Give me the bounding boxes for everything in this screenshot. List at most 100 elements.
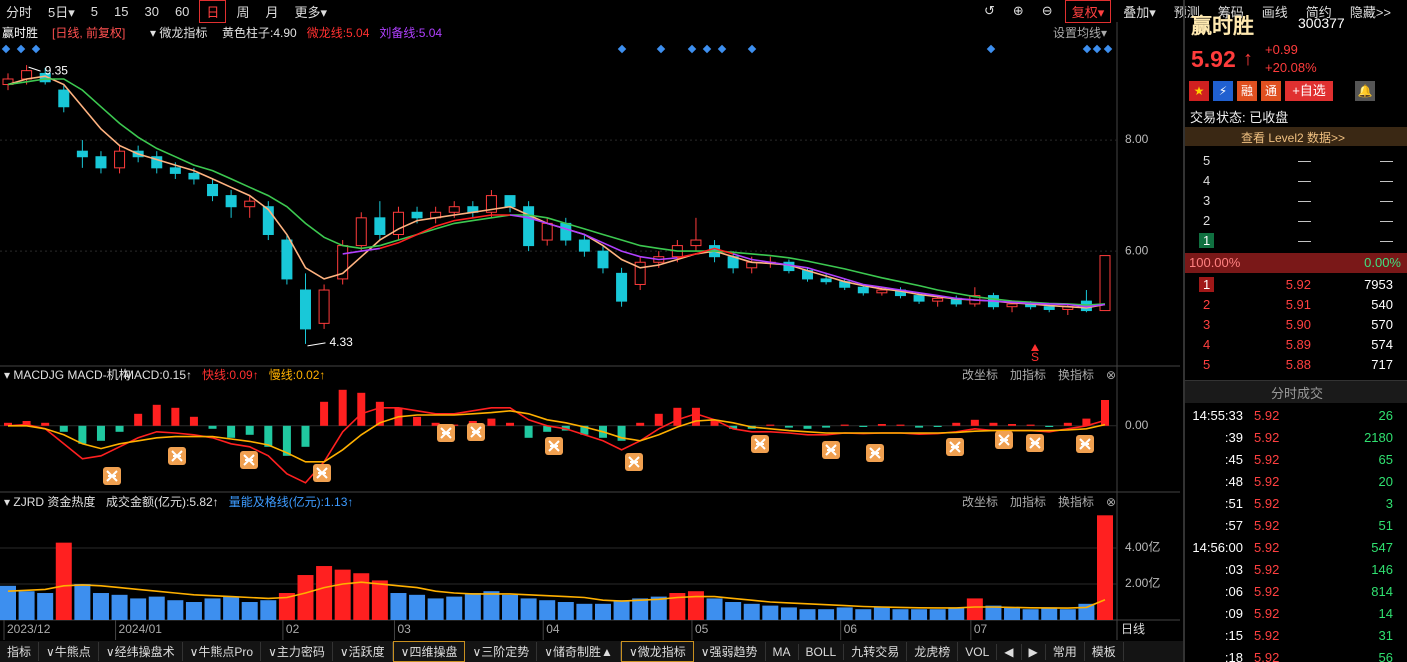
panel-button[interactable]: 加指标	[1010, 367, 1046, 382]
period-tab[interactable]: 30	[144, 3, 159, 19]
volume: 540	[1371, 297, 1393, 312]
volume-bar	[297, 575, 314, 620]
level2-link[interactable]: 查看 Level2 数据>>	[1241, 131, 1346, 145]
signal-diamond	[1, 44, 11, 54]
indicator-tab[interactable]: ∨强弱趋势	[694, 642, 766, 661]
panel-button[interactable]: 换指标	[1058, 367, 1094, 382]
period-tab[interactable]: 月	[265, 4, 279, 20]
volume-bar	[223, 596, 240, 620]
indicator-tab[interactable]: ∨主力密码	[261, 642, 333, 661]
volume: 717	[1371, 357, 1393, 372]
candle-body	[392, 211, 404, 235]
volume-bar	[502, 594, 519, 620]
tool-button[interactable]: ↺	[983, 3, 995, 18]
price: —	[1298, 213, 1311, 228]
volume-bar	[520, 598, 537, 620]
volume-bar	[632, 598, 649, 620]
signal-icon-glyph	[243, 454, 255, 466]
price: —	[1298, 153, 1311, 168]
x-tick-label: 02	[286, 622, 300, 636]
trades-header	[1185, 380, 1407, 403]
badge[interactable]: 融	[1237, 81, 1257, 101]
period-tab[interactable]: 5	[90, 3, 99, 19]
indicator-tab[interactable]: ∨牛熊点Pro	[183, 642, 262, 661]
indicator-tab[interactable]: ∨微龙指标	[620, 641, 694, 662]
alert-icon[interactable]: 🔔	[1355, 81, 1375, 101]
period-tab[interactable]: 分时	[6, 4, 33, 20]
macd-bar	[803, 425, 812, 429]
indicator-tab[interactable]: 常用	[1046, 642, 1085, 661]
trade-time: :51	[1224, 496, 1243, 511]
indicator-tab[interactable]: ∨储奇制胜▲	[537, 642, 621, 661]
period-tab[interactable]: 60	[174, 3, 190, 19]
tool-button[interactable]: 隐藏>>	[1349, 4, 1391, 20]
indicator-tab[interactable]: ∨三阶定势	[465, 642, 538, 661]
signal-diamond	[1103, 44, 1113, 54]
macd-bar	[431, 422, 440, 426]
panel-button[interactable]: ⊗	[1106, 368, 1116, 382]
indicator-tab[interactable]: 模板	[1085, 642, 1124, 661]
badge[interactable]: 通	[1261, 81, 1281, 101]
panel-button[interactable]: 改坐标	[962, 495, 998, 509]
panel-button[interactable]: 加指标	[1010, 494, 1046, 509]
signal-icon-glyph	[316, 467, 328, 479]
indicator-tab[interactable]: 龙虎榜	[907, 642, 959, 661]
tool-button[interactable]: ⊖	[1041, 3, 1053, 18]
volume-bar	[743, 603, 760, 620]
candle-body	[485, 195, 497, 213]
x-tick-label: 2023/12	[7, 622, 51, 636]
tool-button[interactable]: 画线	[1261, 4, 1288, 20]
volume-bar	[966, 598, 983, 620]
indicator-tab[interactable]: ∨活跃度	[333, 642, 393, 661]
period-tab[interactable]: 15	[114, 3, 129, 19]
period-tab[interactable]: 更多▾	[294, 4, 327, 20]
indicator-tab[interactable]: 指标	[0, 642, 40, 661]
flag-icon[interactable]: ★	[1189, 81, 1209, 101]
candle-body	[299, 289, 311, 330]
panel-button[interactable]: ⊗	[1106, 495, 1116, 509]
volume-bar	[929, 609, 946, 620]
tool-button[interactable]: 预测	[1173, 4, 1200, 20]
tool-button[interactable]: 叠加▾	[1123, 4, 1156, 20]
indicator-tab[interactable]: BOLL	[799, 643, 845, 660]
tool-button[interactable]: 简约	[1305, 4, 1332, 20]
indicator-name[interactable]: ▾ 微龙指标	[150, 25, 207, 40]
indicator-tab[interactable]: 九转交易	[844, 642, 908, 661]
period-tab[interactable]: 5日▾	[48, 4, 75, 20]
volume-bar	[148, 596, 165, 620]
panel-title[interactable]: ▾ ZJRD 资金热度	[4, 494, 95, 509]
trade-volume: 547	[1371, 540, 1393, 555]
level: 2	[1203, 213, 1211, 228]
macd-bar	[710, 419, 719, 426]
setting-button[interactable]: 设置均线▾	[1053, 26, 1107, 40]
price-change: +0.99	[1265, 42, 1298, 57]
signal-icon-glyph	[825, 444, 837, 456]
indicator-tab[interactable]: ◀	[997, 643, 1022, 660]
macd-bar	[524, 425, 533, 438]
tool-button[interactable]: 复权▾	[1064, 0, 1112, 23]
price: 5.88	[1285, 357, 1311, 372]
quote-panel: 赢时胜 300377 5.92 ↑ +0.99 +20.08% ★ ⚡ 融 通 …	[1183, 0, 1407, 662]
macd-bar	[691, 407, 700, 426]
x-tick-label: 06	[844, 622, 858, 636]
indicator-tab[interactable]: ∨四维操盘	[392, 641, 466, 662]
flash-icon[interactable]: ⚡	[1213, 81, 1233, 101]
panel-button[interactable]: 换指标	[1058, 494, 1094, 509]
indicator-tab[interactable]: ∨牛熊点	[39, 642, 99, 661]
period-tab[interactable]: 周	[236, 4, 250, 20]
macd-bar	[543, 425, 552, 432]
indicator-tab[interactable]: MA	[766, 643, 799, 660]
x-tick-label: 07	[974, 622, 988, 636]
indicator-tab[interactable]: VOL	[958, 643, 998, 660]
panel-title[interactable]: ▾ MACDJG MACD-机构	[4, 367, 131, 382]
tool-button[interactable]: ⊕	[1012, 3, 1024, 18]
period-tab[interactable]: 日	[199, 0, 227, 23]
indicator-tab[interactable]: ∨经纬操盘术	[99, 642, 183, 661]
add-watchlist[interactable]: +自选	[1285, 81, 1333, 101]
tool-button[interactable]: 筹码	[1217, 4, 1244, 20]
panel-button[interactable]: 改坐标	[962, 368, 998, 382]
macd-bar	[617, 425, 626, 441]
candle-body	[318, 289, 330, 324]
indicator-tab[interactable]: ▶	[1022, 643, 1046, 660]
